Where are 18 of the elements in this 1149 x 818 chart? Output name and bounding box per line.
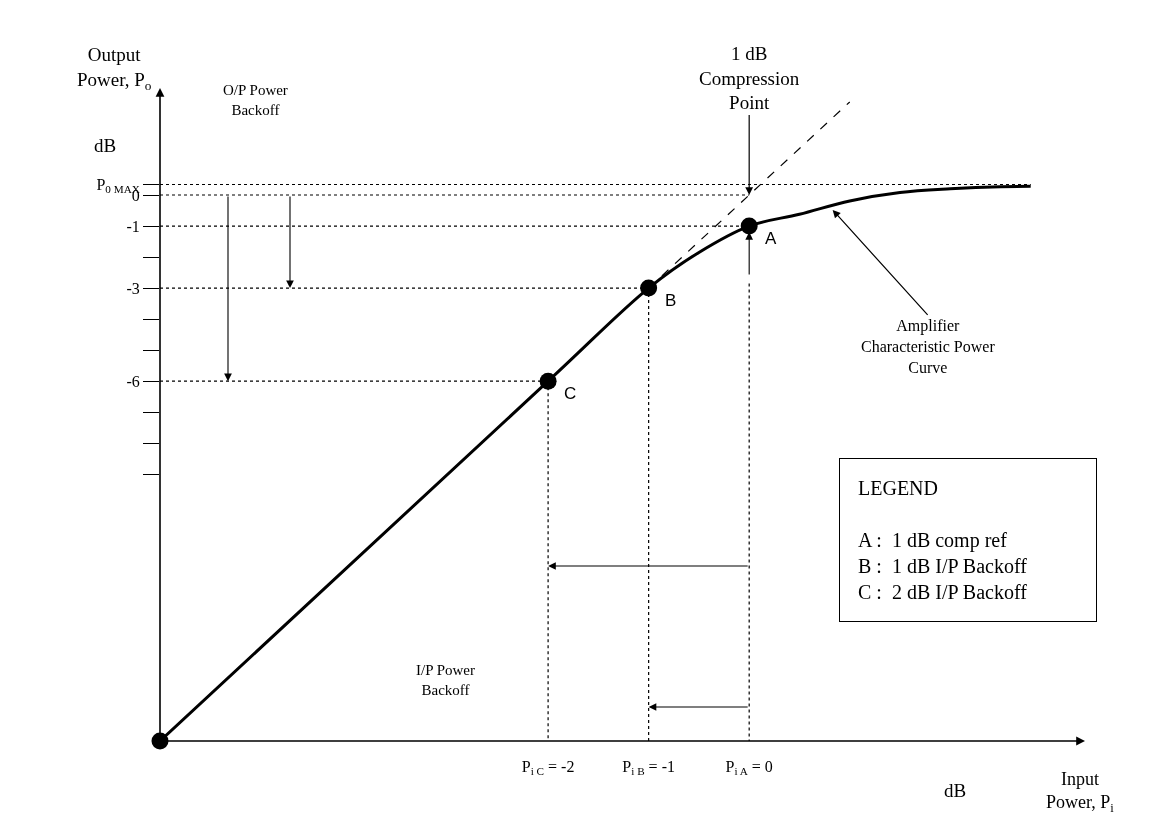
annotation: A — [765, 229, 777, 248]
annotation: I/P Power Backoff — [416, 662, 476, 698]
y-tick-label: -3 — [126, 279, 140, 297]
annotation: 1 dB Compression Point — [699, 43, 800, 114]
text: dB — [94, 135, 117, 156]
x-tick-label: P$_{i A}$ = 0 — [725, 758, 773, 778]
x-tick-label: P$_{i B}$ = -1 — [622, 758, 675, 778]
annotation: C — [564, 384, 577, 403]
annotation: O/P Power Backoff — [223, 82, 288, 118]
annotation: Amplifier Characteristic Power Curve — [861, 317, 996, 376]
y-tick-label: -6 — [126, 372, 140, 390]
x-axis-title: Input Power, P$_{i}$ — [1046, 769, 1115, 816]
text: LEGEND A : 1 dB comp ref B : 1 dB I/P Backoff C : 2 dB I/P Backoff — [858, 477, 1027, 603]
annotation: B — [665, 291, 677, 310]
y-axis-title: Output Power, P$_{o}$ — [77, 44, 152, 93]
y-tick-label: -1 — [126, 217, 140, 235]
x-tick-label: P$_{i C}$ = -2 — [521, 758, 575, 778]
text: dB — [944, 780, 967, 801]
